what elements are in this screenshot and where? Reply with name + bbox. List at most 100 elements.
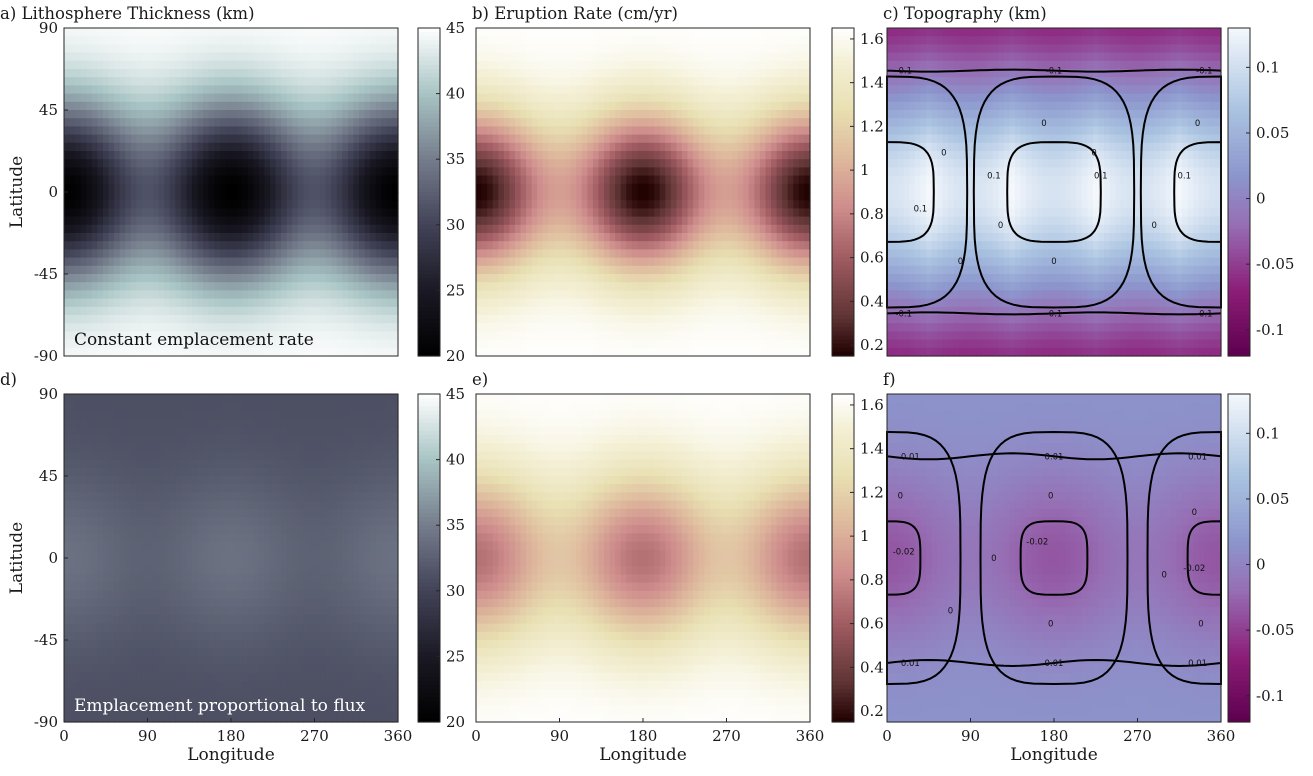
heatmap-cell (136, 241, 143, 250)
heatmap-cell (286, 118, 293, 127)
heatmap-cell (526, 77, 533, 86)
heatmap-cell (364, 298, 371, 308)
heatmap-cell (320, 69, 327, 78)
heatmap-cell (559, 167, 566, 177)
heatmap-cell (141, 192, 149, 201)
heatmap-cell (86, 126, 93, 136)
heatmap-cell (492, 77, 499, 86)
heatmap-cell (481, 175, 488, 185)
heatmap-cell (715, 224, 722, 234)
heatmap-cell (798, 331, 806, 341)
heatmap-cell (208, 306, 215, 316)
heatmap-cell (720, 249, 728, 259)
heatmap-cell (553, 167, 561, 177)
heatmap-cell (531, 101, 538, 111)
heatmap-cell (643, 315, 650, 324)
heatmap-cell (180, 200, 188, 209)
heatmap-cell (798, 298, 806, 308)
heatmap-cell (570, 118, 577, 127)
heatmap-cell (570, 257, 577, 267)
heatmap-cell (119, 331, 126, 341)
heatmap-cell (108, 183, 115, 193)
heatmap-cell (214, 274, 221, 283)
heatmap-cell (175, 167, 182, 177)
heatmap-cell (64, 44, 71, 54)
heatmap-cell (119, 151, 126, 160)
colorbar-step (418, 331, 440, 337)
heatmap-cell (214, 200, 221, 209)
heatmap-cell (526, 134, 533, 144)
heatmap-cell (308, 93, 316, 103)
heatmap-cell (80, 306, 87, 316)
heatmap-cell (776, 77, 783, 86)
heatmap-cell (570, 69, 577, 78)
heatmap-cell (553, 347, 561, 357)
heatmap-cell (264, 77, 271, 86)
heatmap-cell (292, 323, 299, 332)
heatmap-cell (192, 241, 199, 250)
heatmap-cell (592, 249, 600, 259)
heatmap-cells (476, 28, 811, 357)
heatmap-cell (325, 85, 332, 95)
heatmap-cell (147, 282, 154, 291)
heatmap-cell (275, 110, 282, 119)
heatmap-cell (359, 323, 366, 332)
heatmap-cell (258, 36, 265, 45)
heatmap-cell (726, 347, 733, 357)
heatmap-cell (86, 167, 93, 177)
heatmap-cell (353, 331, 360, 341)
heatmap-cell (125, 216, 132, 226)
heatmap-cell (526, 200, 533, 209)
heatmap-cell (353, 151, 360, 160)
y-tick-label: -90 (34, 347, 58, 365)
heatmap-cell (114, 331, 121, 341)
heatmap-cell (542, 241, 549, 250)
heatmap-cell (91, 142, 98, 152)
heatmap-cell (303, 36, 310, 45)
heatmap-cell (370, 52, 377, 62)
heatmap-cell (219, 69, 227, 78)
heatmap-cell (386, 93, 394, 103)
heatmap-cell (292, 306, 299, 316)
heatmap-cell (732, 274, 739, 283)
heatmap-cell (203, 85, 210, 95)
heatmap-cell (203, 339, 210, 349)
heatmap-cell (581, 77, 588, 86)
heatmap-cell (231, 216, 238, 226)
colorbar-step (418, 327, 440, 332)
heatmap-cell (242, 93, 249, 103)
heatmap-cell (732, 183, 739, 193)
heatmap-cell (748, 265, 755, 275)
heatmap-cell (659, 347, 666, 357)
heatmap-cell (102, 52, 110, 62)
heatmap-cell (726, 118, 733, 127)
heatmap-cell (275, 52, 282, 62)
heatmap-cell (542, 298, 549, 308)
heatmap-cell (698, 142, 705, 152)
heatmap-cell (169, 110, 176, 119)
heatmap-cell (164, 151, 171, 160)
heatmap-cell (498, 183, 505, 193)
heatmap-cell (180, 257, 188, 267)
heatmap-cell (353, 192, 360, 201)
colorbar-step (418, 48, 440, 54)
heatmap-cell (804, 175, 811, 185)
heatmap-cell (308, 52, 316, 62)
heatmap-cell (147, 331, 154, 341)
heatmap-cell (542, 60, 549, 70)
heatmap-cell (119, 241, 126, 250)
heatmap-cell (615, 28, 622, 37)
heatmap-cell (509, 339, 516, 349)
heatmap-cell (130, 134, 137, 144)
heatmap-cell (709, 192, 716, 201)
heatmap-cell (526, 339, 533, 349)
heatmap-cell (626, 257, 633, 267)
heatmap-cell (247, 60, 254, 70)
heatmap-cell (715, 192, 722, 201)
heatmap-cell (737, 315, 744, 324)
heatmap-cell (487, 290, 494, 300)
heatmap-cell (164, 249, 171, 259)
heatmap-cell (620, 142, 627, 152)
heatmap-cell (732, 134, 739, 144)
heatmap-cell (164, 216, 171, 226)
